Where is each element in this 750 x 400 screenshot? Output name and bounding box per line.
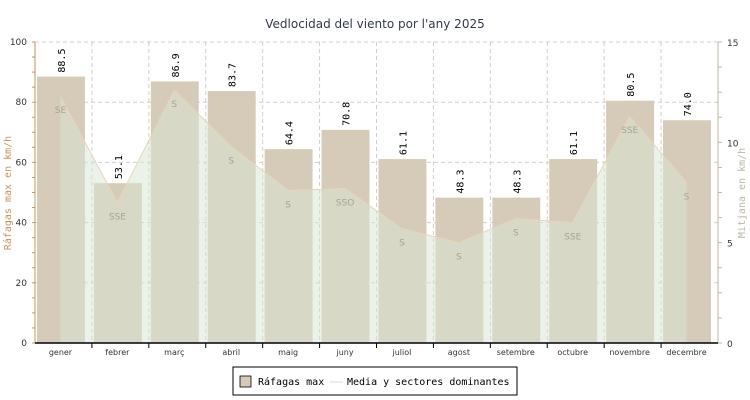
bar-value-label: 48.3: [455, 170, 466, 194]
bar-value-label: 64.4: [285, 121, 296, 145]
y2-tick-label: 10: [727, 139, 739, 149]
bar-value-label: 88.5: [57, 49, 68, 73]
legend-label-bar: Ráfagas max: [258, 376, 324, 388]
x-tick-label: setembre: [497, 348, 535, 357]
x-tick-label: juny: [335, 348, 353, 357]
x-tick-label: agost: [448, 348, 470, 357]
chart-title: Vedlocidad del viento por l'any 2025: [265, 17, 484, 31]
y-tick-label: 100: [10, 38, 27, 48]
direction-label: S: [456, 253, 462, 263]
bar-value-label: 53.1: [114, 155, 125, 179]
legend: Ráfagas max Media y sectores dominantes: [232, 366, 518, 396]
bar-value-label: 48.3: [512, 170, 523, 194]
x-tick-label: abril: [222, 348, 240, 357]
y-tick-label: 40: [16, 219, 28, 229]
direction-label: S: [513, 229, 519, 239]
legend-box: [232, 366, 518, 396]
x-tick-label: gener: [49, 348, 73, 357]
legend-label-area: Media y sectores dominantes: [347, 377, 510, 388]
x-tick-label: octubre: [557, 348, 588, 357]
direction-label: SSE: [564, 233, 581, 243]
axes: 0 20 40 60 80 100 0 5 10 15 gener febrer març abril ma…: [10, 38, 739, 357]
y2-tick-label: 15: [727, 39, 738, 49]
bar-value-label: 86.9: [171, 53, 182, 77]
direction-label: S: [228, 156, 234, 166]
bar-value-label: 74.0: [683, 92, 694, 116]
direction-label: S: [285, 200, 291, 210]
x-tick-label: maig: [278, 348, 298, 357]
y2-tick-label: 5: [727, 240, 733, 250]
direction-label: SSO: [336, 198, 355, 208]
bar-value-label: 61.1: [569, 131, 580, 155]
area-series: [60, 89, 687, 343]
direction-label: SSE: [109, 213, 126, 223]
y-tick-label: 80: [16, 98, 28, 108]
legend-swatch-bar: [239, 375, 252, 388]
bar-value-label: 61.1: [398, 131, 409, 155]
x-tick-label: març: [164, 348, 184, 357]
bar-value-label: 80.5: [626, 73, 637, 97]
x-tick-label: juliol: [392, 348, 412, 357]
bar-value-label: 83.7: [228, 63, 239, 87]
direction-label: SE: [55, 106, 67, 116]
direction-label: S: [171, 100, 177, 110]
direction-label: SSE: [621, 126, 638, 136]
y-tick-label: 20: [16, 279, 28, 289]
x-tick-label: novembre: [609, 348, 650, 357]
average-area: [60, 90, 687, 343]
direction-label: S: [399, 239, 405, 249]
y-tick-label: 0: [21, 339, 27, 349]
x-tick-label: febrer: [105, 348, 130, 357]
average-line: [60, 89, 687, 244]
x-tick-label: decembre: [666, 348, 706, 357]
direction-label: S: [684, 192, 690, 202]
y2-tick-label: 0: [727, 340, 733, 350]
y2-axis-label: Mitjana en km/h: [737, 148, 748, 238]
bar-value-label: 70.8: [342, 102, 353, 126]
y-axis-label: Ráfagas max en km/h: [2, 136, 14, 250]
y-tick-label: 60: [16, 158, 28, 168]
data-labels: 88.5 53.1 86.9 83.7 64.4 70.8 61.1 48.3 48.3 61.1…: [55, 49, 694, 263]
